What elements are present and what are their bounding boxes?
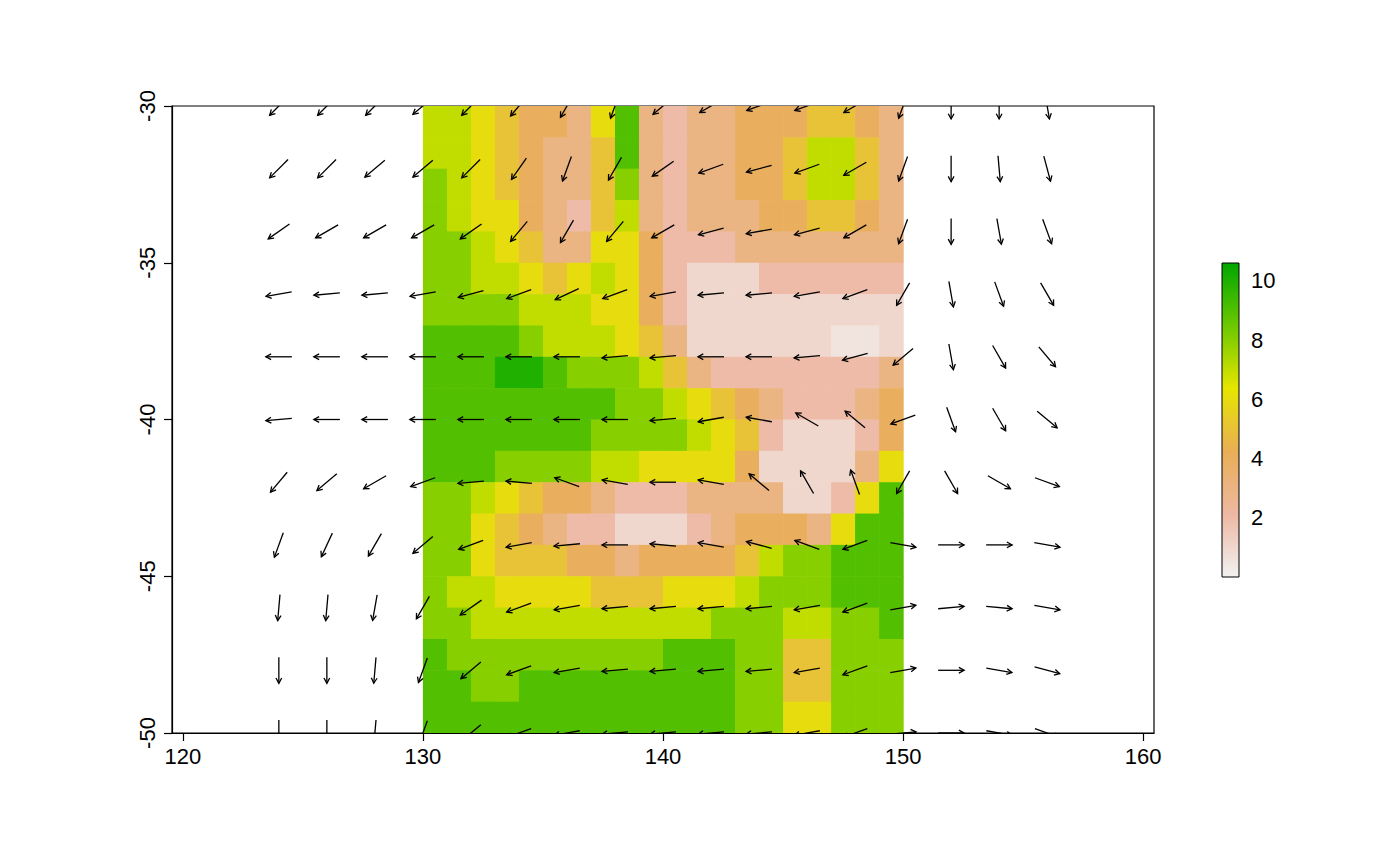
svg-text:2: 2 bbox=[1251, 505, 1263, 530]
svg-text:140: 140 bbox=[645, 744, 682, 769]
svg-text:-35: -35 bbox=[135, 247, 160, 279]
svg-text:120: 120 bbox=[164, 744, 201, 769]
svg-text:130: 130 bbox=[405, 744, 442, 769]
svg-text:-50: -50 bbox=[135, 717, 160, 749]
svg-text:150: 150 bbox=[885, 744, 922, 769]
svg-text:-40: -40 bbox=[135, 404, 160, 436]
svg-text:-45: -45 bbox=[135, 560, 160, 592]
svg-text:6: 6 bbox=[1251, 387, 1263, 412]
svg-text:10: 10 bbox=[1251, 268, 1275, 293]
svg-text:8: 8 bbox=[1251, 328, 1263, 353]
svg-text:-30: -30 bbox=[135, 90, 160, 122]
svg-text:160: 160 bbox=[1125, 744, 1162, 769]
svg-text:4: 4 bbox=[1251, 446, 1263, 471]
